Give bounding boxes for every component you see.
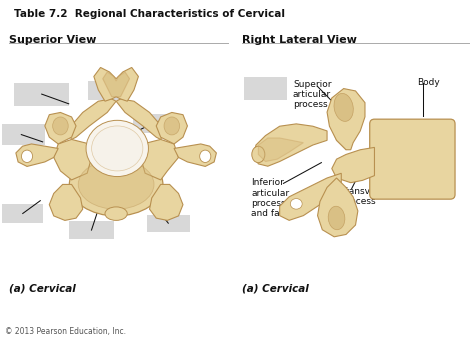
- FancyBboxPatch shape: [14, 83, 69, 106]
- Text: © 2013 Pearson Education, Inc.: © 2013 Pearson Education, Inc.: [5, 327, 126, 336]
- Ellipse shape: [334, 93, 353, 121]
- Text: Table 7.2  Regional Characteristics of Cervical: Table 7.2 Regional Characteristics of Ce…: [14, 9, 285, 19]
- Polygon shape: [94, 67, 138, 101]
- Ellipse shape: [377, 129, 448, 190]
- Polygon shape: [116, 99, 165, 139]
- Polygon shape: [174, 144, 216, 166]
- Polygon shape: [103, 72, 129, 97]
- Text: Superior
articular
process: Superior articular process: [293, 80, 331, 109]
- Ellipse shape: [78, 160, 154, 209]
- Ellipse shape: [290, 199, 302, 209]
- Ellipse shape: [91, 126, 143, 171]
- FancyBboxPatch shape: [69, 221, 114, 239]
- Polygon shape: [141, 139, 179, 180]
- FancyBboxPatch shape: [147, 215, 190, 232]
- Ellipse shape: [105, 207, 127, 220]
- Ellipse shape: [69, 153, 163, 216]
- Polygon shape: [318, 178, 358, 237]
- Text: (a) Cervical: (a) Cervical: [242, 284, 309, 294]
- Polygon shape: [16, 144, 58, 166]
- Ellipse shape: [328, 206, 345, 230]
- Polygon shape: [54, 139, 91, 180]
- Polygon shape: [280, 173, 341, 220]
- Text: (a) Cervical: (a) Cervical: [9, 284, 76, 294]
- Ellipse shape: [86, 120, 148, 176]
- Polygon shape: [327, 89, 365, 150]
- Polygon shape: [254, 124, 327, 166]
- Polygon shape: [67, 99, 116, 139]
- Ellipse shape: [21, 150, 33, 163]
- Text: Inferior
articular
process
and facet: Inferior articular process and facet: [251, 178, 294, 218]
- FancyBboxPatch shape: [370, 119, 455, 199]
- Text: Transverse
process: Transverse process: [341, 187, 390, 206]
- Polygon shape: [45, 112, 76, 144]
- FancyBboxPatch shape: [244, 77, 287, 100]
- FancyBboxPatch shape: [88, 81, 128, 100]
- Polygon shape: [332, 147, 374, 183]
- Polygon shape: [258, 138, 303, 162]
- Polygon shape: [329, 100, 356, 150]
- Ellipse shape: [252, 146, 265, 163]
- Polygon shape: [49, 184, 82, 220]
- FancyBboxPatch shape: [133, 114, 173, 133]
- Text: Superior View: Superior View: [9, 35, 97, 45]
- Ellipse shape: [53, 117, 68, 135]
- Text: Body: Body: [417, 78, 440, 87]
- Ellipse shape: [200, 150, 211, 163]
- Ellipse shape: [164, 117, 180, 135]
- Polygon shape: [149, 184, 183, 220]
- FancyBboxPatch shape: [2, 124, 45, 145]
- Text: Right Lateral View: Right Lateral View: [242, 35, 356, 45]
- FancyBboxPatch shape: [2, 204, 43, 223]
- Polygon shape: [156, 112, 187, 144]
